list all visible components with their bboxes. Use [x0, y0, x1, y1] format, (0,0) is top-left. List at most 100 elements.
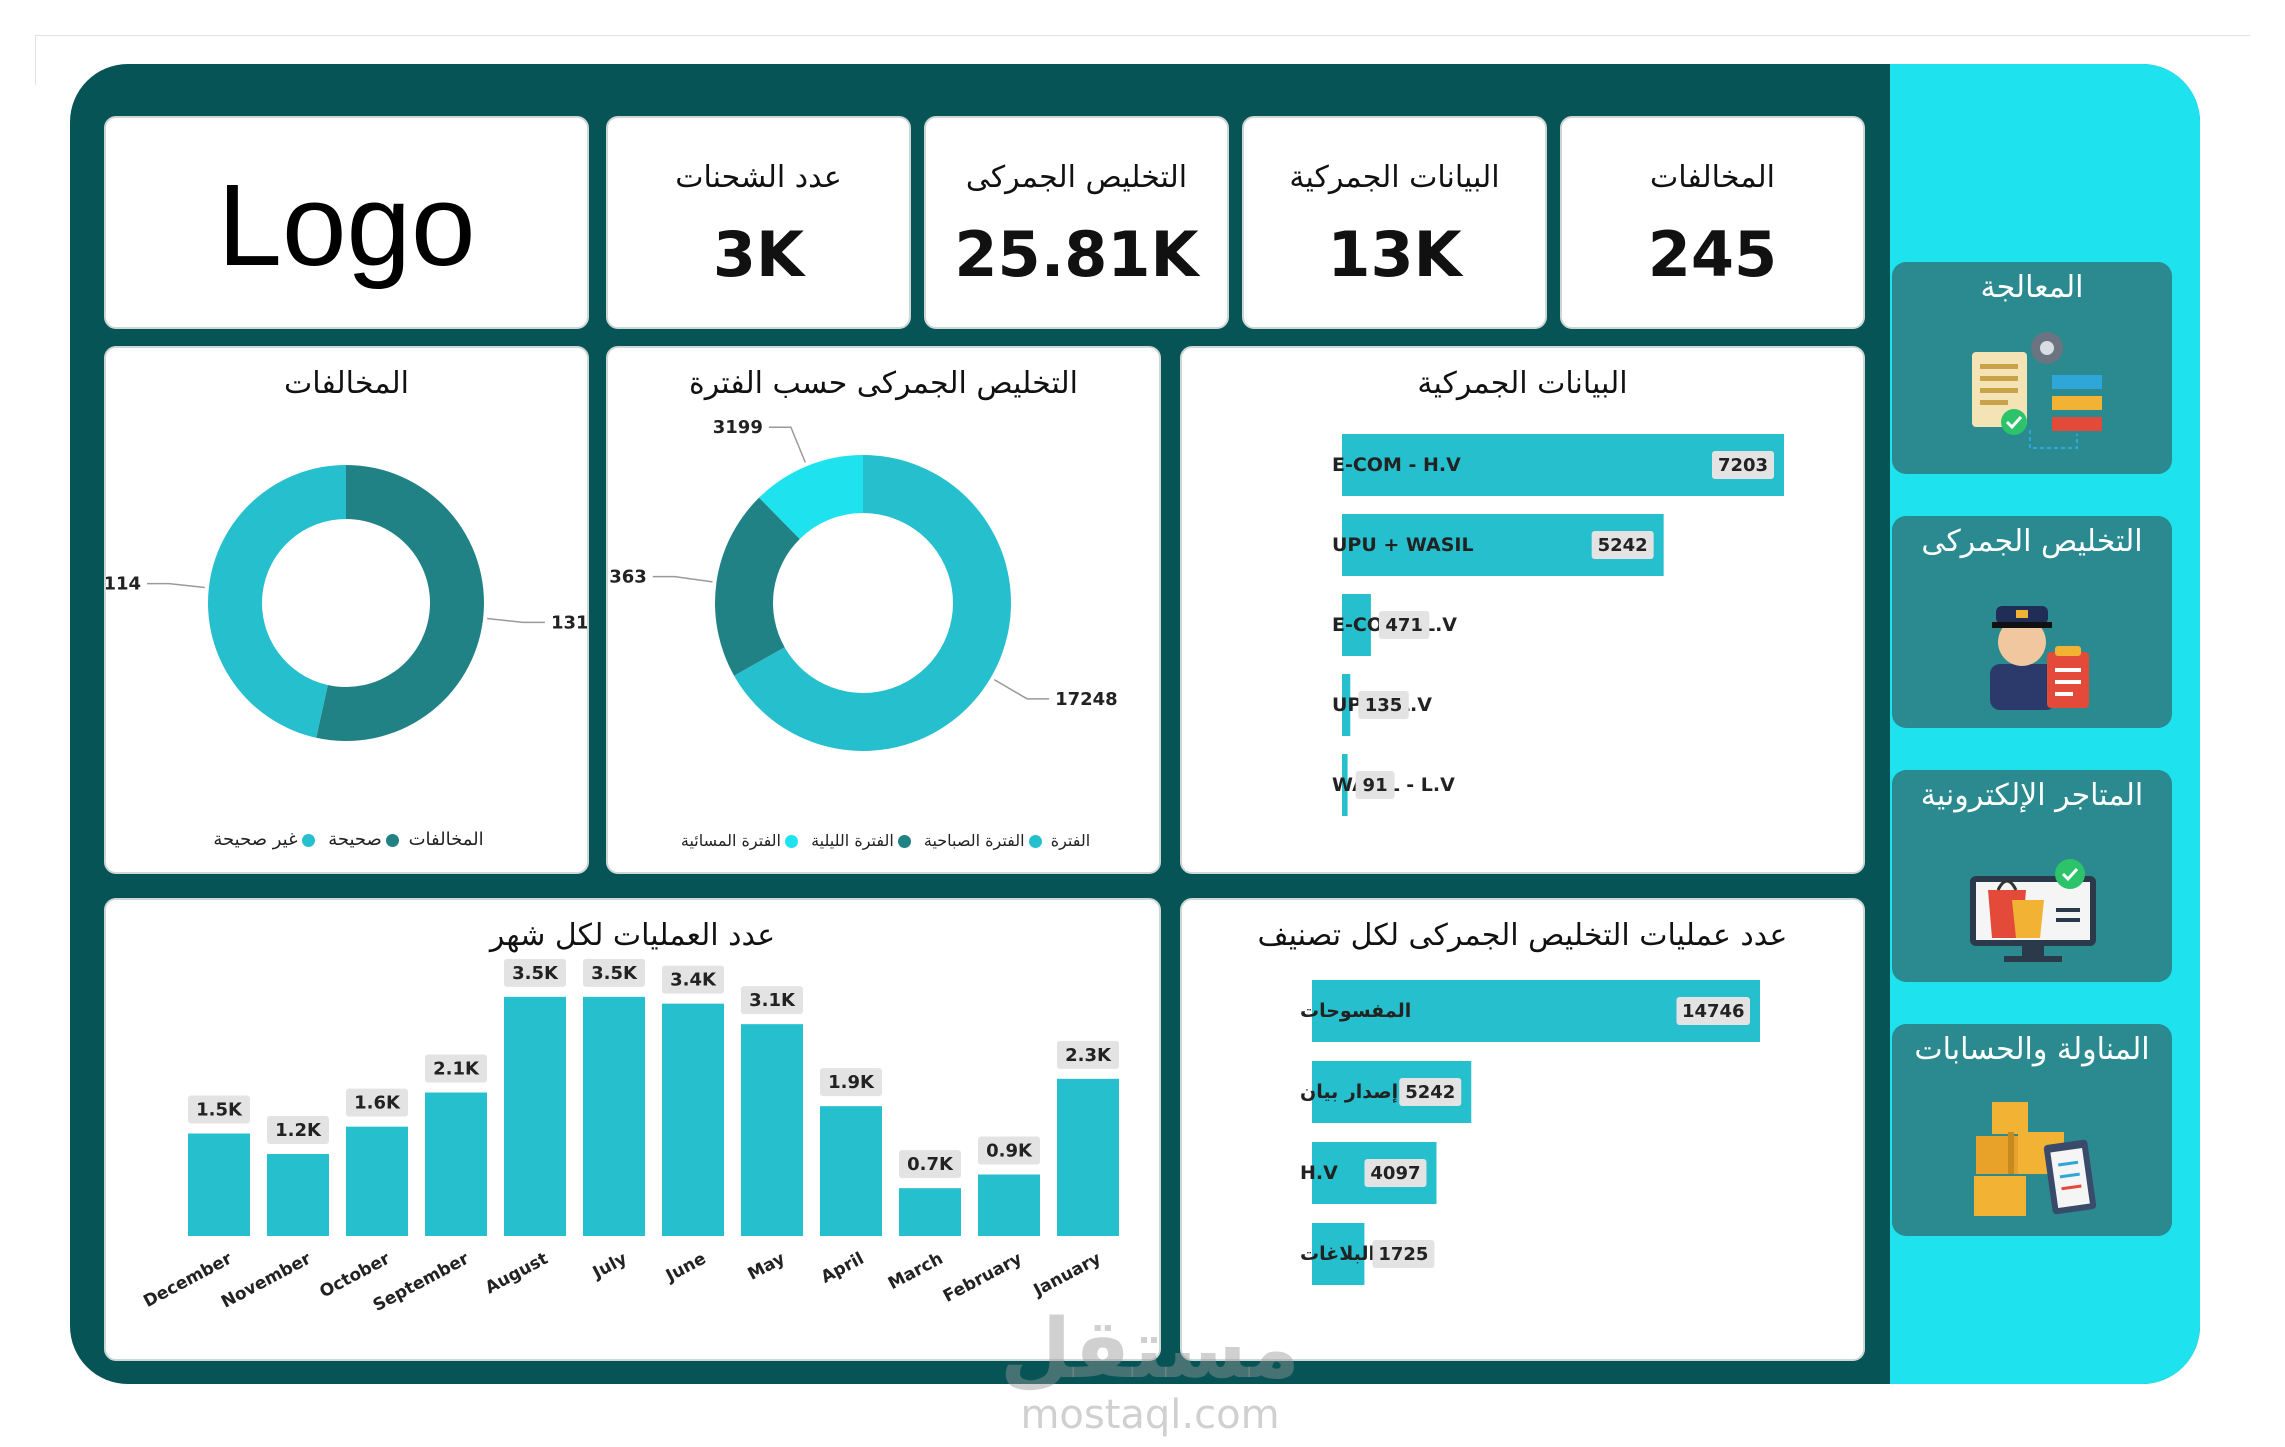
sidebar-item-label: المعالجة — [1980, 270, 2084, 305]
x-tick-label: March — [885, 1249, 946, 1294]
kpi-value: 13K — [1327, 218, 1462, 291]
bar — [820, 1106, 882, 1236]
bar — [1342, 754, 1348, 816]
bar-data-label: 14746 — [1682, 1001, 1745, 1022]
kpi-value: 3K — [712, 218, 805, 291]
data-label-bg — [267, 1116, 329, 1144]
x-tick-label: February — [940, 1249, 1025, 1307]
bar-data-label: 7203 — [1718, 455, 1768, 476]
bar — [1342, 674, 1351, 736]
data-label-bg — [1355, 771, 1395, 799]
kpi-title: المخالفات — [1649, 160, 1776, 195]
boxes-checklist-icon — [1974, 1102, 2097, 1216]
kpi-title: التخليص الجمركى — [965, 160, 1188, 195]
donut-slice — [734, 455, 1011, 751]
data-label-bg — [504, 958, 566, 987]
legend-item: الفترة الصباحية — [924, 831, 1042, 850]
sidebar-item-label: المناولة والحسابات — [1914, 1032, 2150, 1067]
data-label-bg — [1364, 1159, 1427, 1187]
sidebar-item-e-stores[interactable]: المتاجر الإلكترونية — [1892, 770, 2172, 982]
category-label: إصدار بيان — [1300, 1081, 1398, 1103]
data-label-bg — [1358, 691, 1409, 719]
kpi-title: عدد الشحنات — [675, 160, 842, 195]
category-label: البلاغات — [1300, 1243, 1375, 1265]
bar — [188, 1133, 250, 1236]
bar-data-label: 3.5K — [512, 963, 559, 984]
category-label: UPU + WASIL — [1332, 534, 1474, 556]
bar-data-label: 5242 — [1405, 1082, 1455, 1103]
donut-data-label: 17248 — [1055, 689, 1118, 710]
legend-dot — [1028, 835, 1042, 848]
donut-slice — [316, 465, 485, 741]
bar — [899, 1188, 961, 1236]
legend-label: الفترة الليلية — [811, 831, 894, 850]
watermark-url: mostaql.com — [1020, 1392, 1280, 1438]
x-tick-label: May — [745, 1249, 789, 1285]
bar — [662, 1003, 724, 1236]
chart-title: عدد العمليات لكل شهر — [489, 918, 776, 953]
sidebar-item-label: التخليص الجمركى — [1921, 524, 2143, 559]
data-label-bg — [1399, 1078, 1462, 1106]
legend-title: المخالفات — [408, 829, 484, 850]
bar — [267, 1154, 329, 1236]
x-tick-label: August — [482, 1249, 551, 1298]
legend-item: صحيحة — [328, 829, 399, 850]
bar — [1057, 1078, 1119, 1236]
bar-data-label: 91 — [1363, 775, 1388, 796]
legend-label: الفترة المسائية — [680, 831, 781, 850]
legend-dot — [385, 833, 399, 847]
page-frame-line-vertical — [35, 35, 36, 85]
donut-slice — [208, 465, 346, 738]
customs-officer-icon — [1990, 606, 2089, 710]
data-label-bg — [820, 1068, 882, 1097]
bar-data-label: 1.5K — [196, 1100, 243, 1121]
sidebar-item-handling-accounts[interactable]: المناولة والحسابات — [1892, 1024, 2172, 1236]
donut-data-label: 131 — [551, 612, 587, 633]
bar-data-label: 3.4K — [670, 970, 717, 991]
data-label-bg — [1676, 997, 1750, 1025]
clearance-category-bar-chart: المفسوحات 14746 إصدار بيان 5242 H.V 4097 البلا… — [1300, 980, 1760, 1285]
bar — [425, 1092, 487, 1236]
x-tick-label: July — [589, 1249, 630, 1284]
chart-title: التخليص الجمركى حسب الفترة — [688, 366, 1078, 401]
clearance-period-donut-chart: 17248 5363 3199 — [608, 417, 1118, 751]
bar-data-label: 5242 — [1598, 535, 1648, 556]
legend-label: غير صحيحة — [213, 829, 298, 850]
clearance-category-chart-card: عدد عمليات التخليص الجمركى لكل تصنيف الم… — [1180, 898, 1865, 1361]
watermark: مستقل mostaql.com — [1000, 1305, 1300, 1438]
monthly-ops-bar-chart: 1.5KDecember1.2KNovember1.6KOctober2.1KS… — [140, 958, 1119, 1316]
x-tick-label: November — [218, 1248, 315, 1312]
legend-item: الفترة الليلية — [811, 831, 911, 850]
sidebar-item-customs-clearance[interactable]: التخليص الجمركى — [1892, 516, 2172, 728]
data-label-bg — [1057, 1040, 1119, 1069]
data-label-bg — [346, 1088, 408, 1117]
bar — [741, 1024, 803, 1236]
violations-donut-chart: 131 114 — [106, 465, 587, 741]
donut-slice — [715, 497, 800, 676]
bar — [1342, 594, 1371, 656]
chart-title: عدد عمليات التخليص الجمركى لكل تصنيف — [1257, 918, 1788, 953]
data-label-bg — [662, 965, 724, 994]
category-label: E-COM - H.V — [1332, 454, 1461, 476]
data-label-bg — [741, 986, 803, 1015]
donut-leader-line — [652, 575, 713, 583]
category-label: المفسوحات — [1300, 1000, 1411, 1022]
sidebar-item-processing[interactable]: المعالجة — [1892, 262, 2172, 474]
data-label-bg — [425, 1054, 487, 1083]
kpi-card-customs-data: البيانات الجمركية 13K — [1242, 116, 1547, 329]
x-tick-label: June — [662, 1249, 709, 1287]
data-label-bg — [1378, 611, 1430, 639]
clearance-period-chart-card: التخليص الجمركى حسب الفترة 17248 5363 3199… — [606, 346, 1161, 874]
customs-data-chart-card: البيانات الجمركية E-COM - H.V 7203 UPU + W… — [1180, 346, 1865, 874]
chart-legend: الفترة الفترة الصباحية الفترة الليلية ال… — [608, 831, 1159, 850]
bar-data-label: 2.3K — [1065, 1045, 1112, 1066]
chart-title: المخالفات — [283, 366, 410, 401]
donut-slice — [759, 455, 863, 539]
legend-item: غير صحيحة — [213, 829, 315, 850]
legend-dot — [784, 835, 798, 848]
legend-item: الفترة المسائية — [681, 831, 798, 850]
bar-data-label: 0.7K — [907, 1154, 954, 1175]
bar — [346, 1126, 408, 1236]
data-label-bg — [1372, 1240, 1435, 1268]
bar — [978, 1174, 1040, 1236]
